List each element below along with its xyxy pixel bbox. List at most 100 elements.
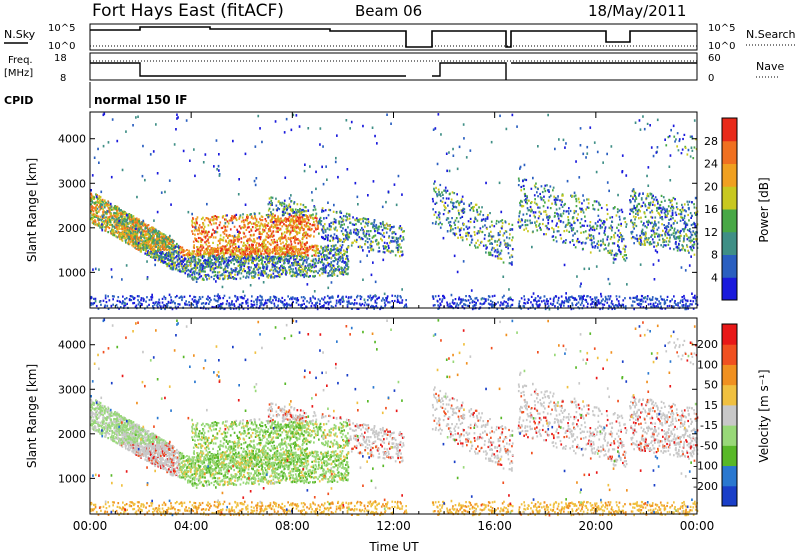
range-gate-cell: [392, 236, 395, 239]
range-gate-cell: [179, 252, 182, 255]
range-gate-cell: [272, 257, 274, 260]
range-gate-cell: [207, 238, 209, 241]
range-gate-cell: [195, 262, 197, 265]
range-gate-cell: [210, 275, 213, 279]
range-gate-cell: [436, 216, 438, 219]
range-gate-cell: [194, 276, 196, 279]
range-gate-cell: [222, 231, 225, 234]
range-gate-cell: [216, 246, 219, 249]
range-gate-cell: [366, 237, 369, 240]
range-gate-cell: [250, 229, 253, 232]
range-gate-cell: [344, 238, 347, 242]
range-gate-cell: [132, 234, 135, 237]
range-gate-cell: [132, 217, 134, 220]
range-gate-cell: [488, 234, 491, 237]
range-gate-cell: [326, 245, 329, 248]
range-gate-cell: [382, 245, 385, 248]
range-gate-cell: [531, 209, 533, 212]
range-gate-cell: [230, 217, 233, 220]
range-gate-cell: [648, 206, 651, 209]
range-gate-cell: [303, 210, 306, 213]
range-gate-cell: [230, 239, 233, 242]
range-gate-cell: [270, 256, 273, 259]
range-gate-cell: [157, 236, 159, 239]
range-gate-cell: [618, 236, 621, 239]
range-gate-cell: [371, 236, 374, 239]
range-gate-cell: [529, 214, 531, 217]
range-gate-cell: [181, 246, 184, 249]
range-gate-cell: [326, 261, 329, 264]
range-gate-cell: [303, 266, 306, 269]
range-gate-cell: [299, 243, 302, 246]
range-gate-cell: [498, 233, 501, 236]
range-gate-cell: [130, 228, 133, 231]
range-gate-cell: [337, 249, 340, 252]
range-gate-cell: [340, 257, 342, 260]
range-gate-cell: [585, 208, 587, 211]
range-gate-cell: [361, 218, 364, 221]
range-gate-cell: [157, 246, 160, 249]
range-gate-cell: [143, 229, 145, 232]
range-gate-cell: [591, 228, 594, 231]
range-gate-cell: [198, 246, 201, 249]
range-gate-cell: [449, 220, 452, 224]
range-gate-cell: [289, 248, 292, 251]
range-gate-cell: [533, 184, 536, 187]
range-gate-cell: [295, 275, 298, 278]
range-gate-cell: [227, 236, 229, 239]
range-gate-cell: [145, 244, 148, 247]
range-gate-cell: [534, 186, 537, 189]
range-gate-cell: [304, 254, 307, 257]
range-gate-cell: [291, 245, 294, 248]
range-gate-cell: [562, 241, 564, 244]
range-gate-cell: [202, 262, 204, 265]
range-gate-cell: [361, 226, 363, 230]
range-gate-cell: [302, 257, 304, 260]
range-gate-cell: [547, 199, 550, 202]
range-gate-cell: [485, 251, 487, 254]
range-gate-cell: [121, 236, 123, 239]
range-gate-cell: [222, 215, 225, 218]
range-gate-cell: [529, 222, 532, 225]
range-gate-cell: [477, 239, 479, 242]
range-gate-cell: [233, 247, 236, 250]
range-gate-cell: [267, 276, 270, 279]
range-gate-cell: [153, 240, 156, 243]
range-gate-cell: [133, 217, 136, 220]
range-gate-cell: [202, 255, 204, 258]
range-gate-cell: [167, 253, 170, 256]
range-gate-cell: [340, 272, 343, 275]
range-gate-cell: [523, 228, 525, 231]
range-gate-cell: [125, 222, 128, 226]
range-gate-cell: [267, 234, 270, 237]
range-gate-cell: [350, 231, 352, 234]
range-gate-cell: [641, 230, 644, 233]
range-gate-cell: [509, 233, 511, 236]
range-gate-cell: [498, 253, 501, 256]
range-gate-cell: [144, 248, 147, 251]
range-gate-cell: [152, 252, 155, 255]
range-gate-cell: [294, 237, 297, 240]
range-gate-cell: [231, 244, 234, 247]
range-gate-cell: [320, 220, 323, 223]
range-gate-cell: [299, 228, 302, 231]
range-gate-cell: [240, 237, 243, 240]
range-gate-cell: [197, 273, 200, 276]
range-gate-cell: [160, 253, 163, 256]
range-gate-cell: [289, 218, 292, 221]
range-gate-cell: [366, 230, 368, 233]
range-gate-cell: [167, 243, 169, 246]
range-gate-cell: [134, 235, 136, 238]
range-gate-cell: [480, 240, 483, 243]
range-gate-cell: [192, 232, 194, 235]
range-gate-cell: [545, 213, 548, 216]
range-gate-cell: [299, 210, 301, 213]
range-gate-cell: [163, 248, 165, 251]
range-gate-cell: [365, 218, 368, 221]
range-gate-cell: [646, 241, 649, 244]
range-gate-cell: [163, 256, 166, 259]
range-gate-cell: [255, 244, 257, 247]
range-gate-cell: [266, 252, 269, 255]
range-gate-cell: [114, 205, 117, 208]
range-gate-cell: [208, 220, 211, 223]
